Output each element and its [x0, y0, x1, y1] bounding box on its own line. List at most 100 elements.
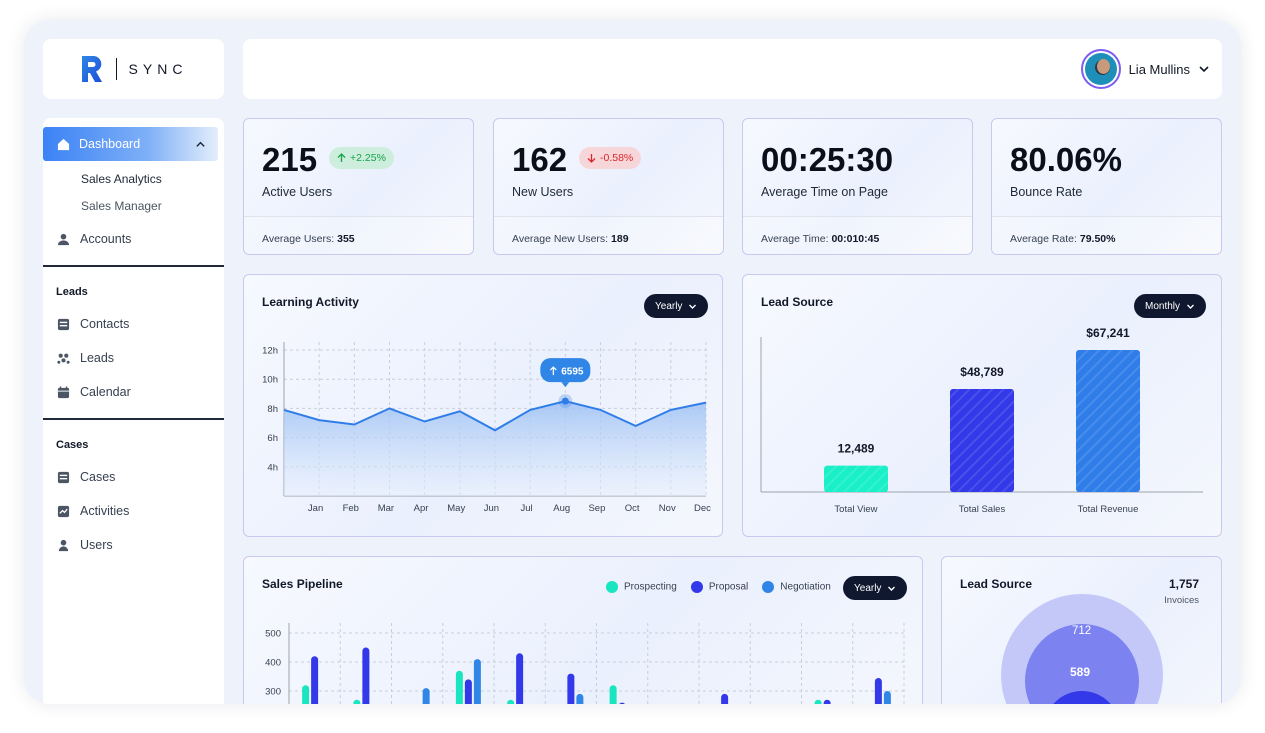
sidebar-item-label: Contacts [80, 317, 130, 331]
bar-proposal [721, 693, 729, 704]
tooltip-value: 6595 [561, 367, 584, 378]
x-tick-label: Sep [588, 503, 605, 514]
legend-item-prospecting: Prospecting [606, 581, 677, 593]
bar-proposal [874, 677, 882, 704]
bar-prospecting [507, 699, 515, 704]
sidebar-item-leads[interactable]: Leads [57, 351, 114, 365]
sales-pipeline-chart: 500 400 300 [265, 623, 905, 704]
chevron-down-icon [689, 304, 697, 309]
card-title: Lead Source [960, 577, 1033, 591]
y-tick-label: 10h [262, 375, 278, 386]
card-title: Lead Source [761, 295, 834, 309]
sidebar-item-users[interactable]: Users [57, 538, 113, 552]
period-filter[interactable]: Monthly [1134, 294, 1207, 318]
user-menu[interactable]: Lia Mullins [1080, 49, 1210, 89]
y-tick-label: 300 [265, 687, 281, 698]
sidebar-item-label: Calendar [80, 385, 131, 399]
group-icon [57, 353, 70, 364]
stat-value: 215 [262, 141, 318, 178]
sidebar-item-accounts[interactable]: Accounts [57, 232, 131, 246]
user-icon [57, 233, 70, 245]
stat-value: 00:25:30 [761, 141, 894, 178]
sidebar-item-label: Activities [80, 504, 130, 518]
chevron-down-icon[interactable] [1198, 63, 1210, 75]
y-tick-label: 500 [265, 629, 281, 640]
section-label-cases: Cases [56, 439, 89, 451]
bar-value-label: $67,241 [1086, 326, 1130, 340]
brand-name: SYNC [128, 61, 188, 77]
y-tick-label: 400 [265, 658, 281, 669]
user-name: Lia Mullins [1128, 61, 1190, 77]
avatar[interactable] [1080, 49, 1121, 89]
arrow-up-icon [337, 153, 346, 162]
donut-ring-inner [1053, 691, 1111, 704]
stat-label: New Users [512, 185, 574, 199]
bar-prospecting [353, 699, 361, 704]
bar-prospecting [302, 685, 310, 704]
bar [1076, 350, 1140, 492]
bar-proposal [567, 673, 575, 704]
learning-activity-card: Learning Activity Yearly 12h 10h 8h 6h 4h Jan… [243, 274, 723, 537]
y-tick-label: 4h [267, 462, 278, 473]
stat-footer: Average Time: 00:010:45 [743, 216, 972, 254]
bar-value-label: $48,789 [960, 365, 1004, 379]
bar-negotiation [883, 691, 891, 704]
sidebar-item-sales-manager[interactable]: Sales Manager [81, 199, 162, 213]
stat-card-average-time: 00:25:30 Average Time on Page Average Ti… [742, 118, 973, 255]
sidebar-divider [43, 265, 224, 267]
x-tick-label: Mar [378, 503, 394, 514]
bar-prospecting [814, 699, 822, 704]
bar-proposal [464, 679, 472, 704]
stat-card-bounce-rate: 80.06% Bounce Rate Average Rate: 79.50% [991, 118, 1222, 255]
x-tick-label: Jul [521, 503, 533, 514]
x-tick-label: Nov [659, 503, 676, 514]
sidebar-item-cases[interactable]: Cases [57, 470, 115, 484]
logo[interactable]: SYNC [43, 39, 224, 99]
section-label-leads: Leads [56, 286, 88, 298]
bar-negotiation [422, 688, 430, 704]
contacts-icon [57, 318, 70, 330]
calendar-icon [57, 385, 70, 398]
bar-value-label: 12,489 [838, 442, 875, 456]
sidebar-item-activities[interactable]: Activities [57, 504, 129, 518]
sidebar-item-dashboard[interactable]: Dashboard [43, 127, 218, 161]
stat-value: 80.06% [1010, 141, 1122, 178]
arrow-down-icon [587, 154, 596, 163]
lead-source-bar-card: Lead Source Monthly 12,489 Total View $48,… [742, 274, 1222, 537]
stat-card-active-users: 215 +2.25% Active Users Average Users: 3… [243, 118, 474, 255]
bar-prospecting [455, 670, 463, 704]
series-line [283, 400, 707, 432]
stat-value: 162 [512, 141, 568, 178]
sidebar-item-label: Cases [80, 470, 116, 484]
period-filter[interactable]: Yearly [644, 294, 709, 318]
tooltip-pointer [561, 382, 570, 388]
chevron-up-icon[interactable] [195, 139, 206, 150]
donut-ring-middle [1025, 624, 1139, 704]
bar-proposal [362, 647, 370, 704]
bar-proposal [311, 656, 319, 704]
x-tick-label: Oct [625, 503, 640, 514]
user-icon [58, 539, 69, 551]
sidebar-item-label: Users [80, 538, 113, 552]
period-filter[interactable]: Yearly [843, 576, 908, 600]
sidebar-item-calendar[interactable]: Calendar [57, 385, 131, 399]
sidebar-item-contacts[interactable]: Contacts [57, 317, 129, 331]
home-icon [57, 138, 70, 150]
logo-icon [81, 56, 102, 82]
stat-label: Average Time on Page [761, 185, 888, 199]
stat-label: Bounce Rate [1010, 185, 1083, 199]
bar-negotiation [576, 693, 584, 704]
sidebar-item-label: Dashboard [79, 137, 141, 151]
card-title: Sales Pipeline [262, 577, 343, 591]
card-title: Learning Activity [262, 295, 359, 309]
app-frame: SYNC Lia Mullins Dashboard Sales Analyti… [24, 20, 1241, 704]
invoice-total: 1,757 [1168, 577, 1199, 591]
x-tick-label: Aug [553, 503, 570, 514]
top-header: Lia Mullins [243, 39, 1222, 99]
sidebar-item-sales-analytics[interactable]: Sales Analytics [81, 172, 162, 186]
stat-label: Active Users [262, 185, 333, 199]
trend-badge: +2.25% [329, 147, 394, 169]
sidebar: Dashboard Sales Analytics Sales Manager … [43, 118, 224, 704]
donut-value-outer: 712 [1072, 625, 1092, 637]
bar-proposal [619, 702, 625, 704]
